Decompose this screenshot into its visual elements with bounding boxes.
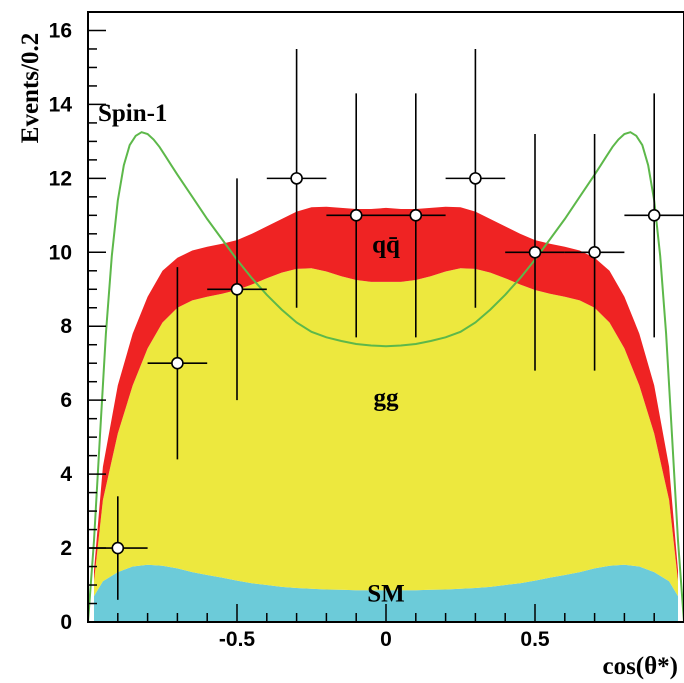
data-point xyxy=(147,267,208,460)
data-points-group xyxy=(88,48,684,600)
sm-area xyxy=(94,564,678,622)
y-tick-label: 10 xyxy=(49,241,72,264)
y-tick-label: 0 xyxy=(60,611,72,634)
data-point xyxy=(505,134,565,371)
tick-labels: 0 2 4 6 8 10 12 14 16 -0.5 0 0.5 xyxy=(49,19,550,651)
data-marker xyxy=(409,209,423,222)
y-tick-label: 2 xyxy=(60,537,72,560)
axis-ticks xyxy=(87,11,684,623)
stacked-areas xyxy=(94,206,678,622)
annotation-label: qq̄ xyxy=(372,231,400,258)
gg-area xyxy=(94,268,678,597)
spin1-curve-group xyxy=(88,131,684,622)
data-point xyxy=(266,48,327,308)
data-point xyxy=(564,134,625,371)
data-marker xyxy=(469,172,482,185)
data-marker xyxy=(171,356,184,370)
spin1-curve xyxy=(88,131,684,622)
data-point xyxy=(386,93,446,338)
y-tick-label: 8 xyxy=(60,315,72,338)
data-marker xyxy=(290,172,303,185)
x-tick-label: 0.5 xyxy=(520,628,550,651)
qq-area xyxy=(94,206,678,582)
y-tick-label: 6 xyxy=(60,389,72,412)
x-tick-label: -0.5 xyxy=(219,628,256,651)
data-marker xyxy=(528,246,542,259)
data-point xyxy=(624,93,684,338)
x-tick-label: 0 xyxy=(380,628,392,651)
y-tick-label: 12 xyxy=(49,167,72,190)
data-marker xyxy=(647,209,661,222)
data-point xyxy=(207,178,267,401)
data-marker xyxy=(111,541,125,555)
y-tick-label: 14 xyxy=(49,93,73,116)
data-point xyxy=(445,48,506,308)
x-axis-label: cos(θ*) xyxy=(602,653,678,680)
annotations: Spin-1 qq̄ gg SM xyxy=(98,100,405,608)
annotation-label: SM xyxy=(367,581,405,608)
data-point xyxy=(326,93,386,338)
data-marker xyxy=(588,246,601,259)
y-tick-label: 16 xyxy=(49,19,72,42)
data-marker xyxy=(230,282,244,296)
y-tick-label: 4 xyxy=(60,463,72,486)
annotation-label: gg xyxy=(374,385,400,412)
annotation-label: Spin-1 xyxy=(98,100,167,127)
data-marker xyxy=(349,209,363,222)
y-axis-label: Events/0.2 xyxy=(17,33,44,143)
